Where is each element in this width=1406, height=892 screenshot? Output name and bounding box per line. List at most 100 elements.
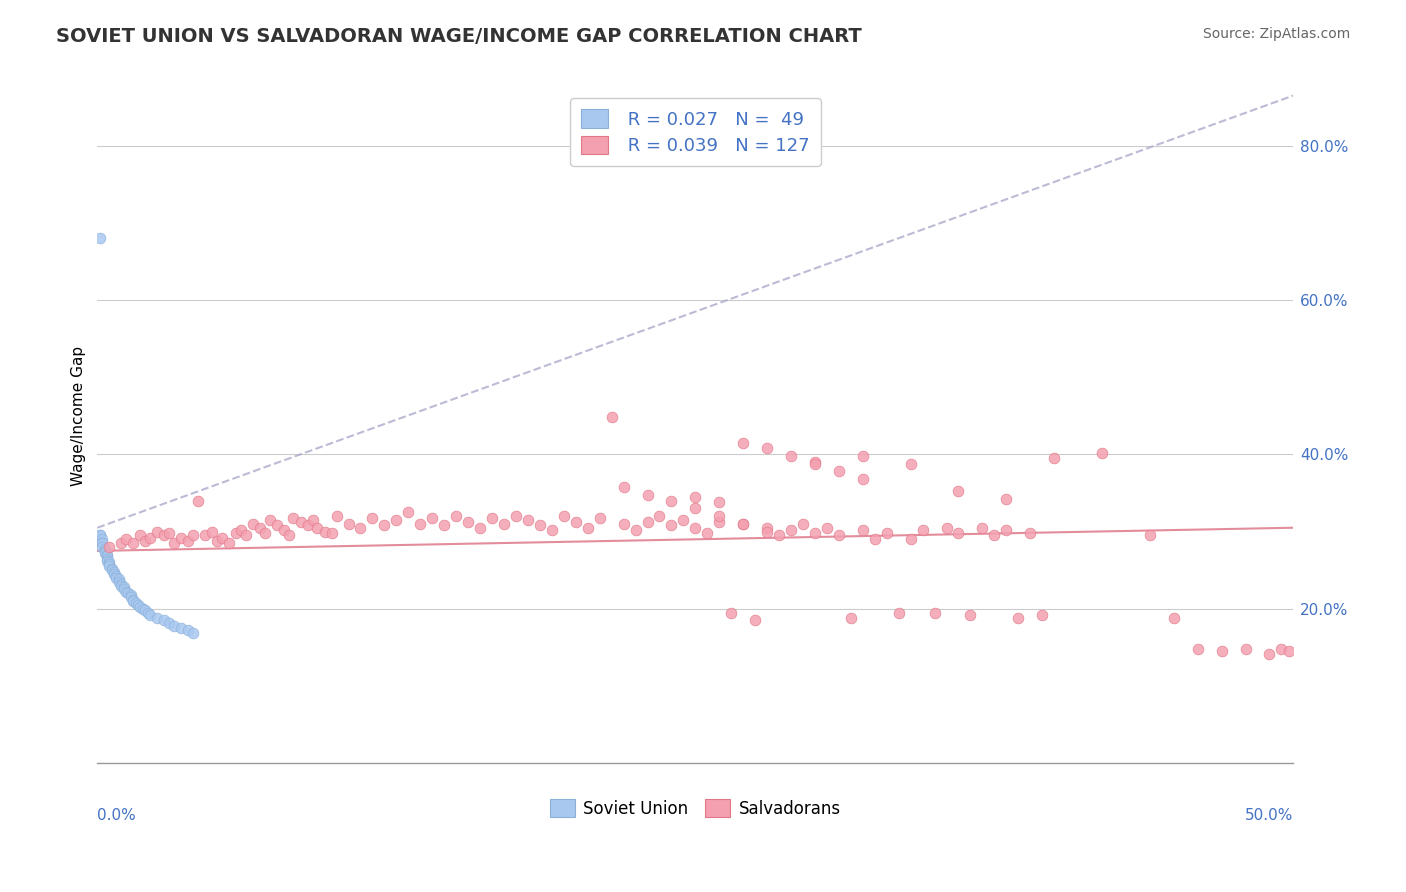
Point — [613, 516, 636, 531]
Point — [565, 516, 588, 530]
Point — [225, 526, 247, 541]
Point — [115, 533, 138, 547]
Point — [96, 551, 118, 566]
Point — [1139, 528, 1161, 542]
Point — [409, 516, 432, 531]
Point — [139, 531, 162, 545]
Point — [959, 607, 981, 622]
Point — [1234, 641, 1257, 656]
Point — [983, 528, 1005, 542]
Point — [297, 518, 319, 533]
Point — [229, 523, 252, 537]
Point — [89, 528, 111, 542]
Point — [91, 540, 114, 554]
Point — [110, 577, 132, 591]
Point — [108, 573, 131, 587]
Point — [852, 449, 875, 463]
Point — [900, 457, 922, 471]
Point — [1211, 644, 1233, 658]
Point — [96, 548, 118, 562]
Point — [105, 571, 128, 585]
Point — [163, 536, 186, 550]
Point — [314, 524, 336, 539]
Point — [589, 510, 612, 524]
Point — [127, 598, 149, 612]
Point — [637, 487, 659, 501]
Point — [93, 541, 115, 556]
Point — [129, 528, 152, 542]
Point — [181, 528, 204, 542]
Point — [828, 464, 851, 478]
Point — [756, 521, 779, 535]
Point — [756, 442, 779, 456]
Text: SOVIET UNION VS SALVADORAN WAGE/INCOME GAP CORRELATION CHART: SOVIET UNION VS SALVADORAN WAGE/INCOME G… — [56, 27, 862, 45]
Point — [325, 509, 347, 524]
Text: Source: ZipAtlas.com: Source: ZipAtlas.com — [1202, 27, 1350, 41]
Point — [887, 606, 910, 620]
Point — [91, 536, 114, 550]
Point — [900, 533, 922, 547]
Point — [146, 524, 169, 539]
Point — [290, 516, 312, 530]
Point — [733, 516, 755, 531]
Point — [1163, 611, 1185, 625]
Point — [815, 521, 838, 535]
Point — [576, 521, 599, 535]
Point — [624, 523, 647, 537]
Point — [211, 531, 233, 545]
Point — [995, 523, 1018, 537]
Point — [709, 509, 731, 524]
Point — [685, 490, 707, 504]
Point — [828, 528, 851, 542]
Point — [153, 613, 176, 627]
Point — [481, 510, 503, 524]
Point — [93, 546, 115, 560]
Point — [540, 523, 562, 537]
Point — [516, 513, 538, 527]
Point — [648, 509, 671, 524]
Point — [995, 492, 1018, 507]
Point — [103, 565, 125, 579]
Point — [108, 574, 131, 589]
Point — [1187, 641, 1209, 656]
Text: 50.0%: 50.0% — [1244, 808, 1294, 823]
Point — [804, 455, 827, 469]
Legend: Soviet Union, Salvadorans: Soviet Union, Salvadorans — [543, 793, 848, 824]
Point — [1091, 446, 1114, 460]
Point — [201, 524, 224, 539]
Point — [242, 516, 264, 531]
Point — [98, 540, 121, 554]
Point — [89, 231, 111, 245]
Point — [685, 521, 707, 535]
Point — [613, 480, 636, 494]
Point — [146, 611, 169, 625]
Point — [100, 563, 122, 577]
Point — [337, 516, 360, 531]
Point — [780, 449, 803, 463]
Point — [361, 510, 384, 524]
Point — [672, 513, 695, 527]
Point — [96, 549, 118, 564]
Point — [170, 531, 193, 545]
Point — [132, 601, 155, 615]
Point — [911, 523, 934, 537]
Point — [103, 567, 125, 582]
Point — [98, 557, 121, 571]
Point — [948, 526, 970, 541]
Point — [134, 603, 156, 617]
Point — [122, 594, 145, 608]
Y-axis label: Wage/Income Gap: Wage/Income Gap — [72, 346, 86, 486]
Point — [972, 521, 994, 535]
Point — [98, 559, 121, 574]
Point — [433, 518, 456, 533]
Point — [170, 621, 193, 635]
Point — [259, 513, 281, 527]
Point — [181, 626, 204, 640]
Point — [194, 528, 217, 542]
Point — [89, 528, 111, 542]
Point — [444, 509, 467, 524]
Point — [205, 533, 228, 548]
Point — [235, 528, 257, 542]
Point — [505, 509, 527, 524]
Point — [112, 580, 135, 594]
